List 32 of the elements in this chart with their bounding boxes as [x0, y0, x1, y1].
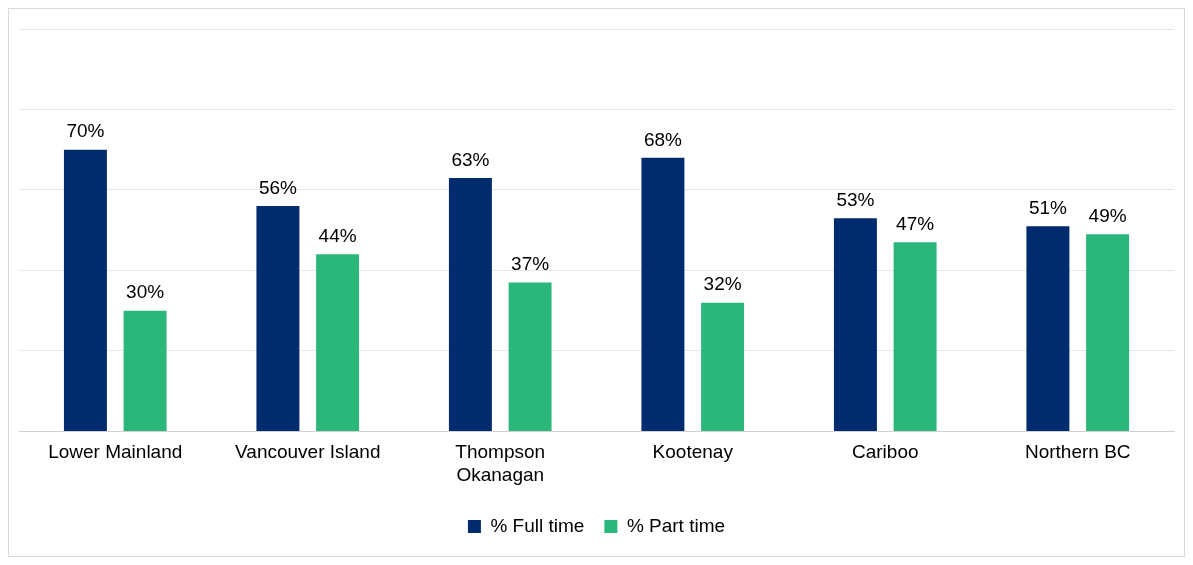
x-tick-label: Lower Mainland	[48, 441, 183, 463]
x-tick-label: Vancouver Island	[235, 441, 381, 463]
bar	[893, 242, 937, 431]
bar	[833, 218, 877, 431]
data-label: 32%	[703, 273, 742, 295]
data-label: 30%	[126, 281, 165, 303]
data-label: 53%	[836, 188, 875, 210]
bar	[508, 282, 552, 431]
x-tick-label: Kootenay	[652, 441, 734, 463]
data-label: 37%	[511, 253, 550, 275]
data-label: 68%	[643, 128, 683, 150]
bar	[123, 310, 167, 431]
data-label: 56%	[258, 176, 298, 198]
x-tick-label: Northern BC	[1024, 441, 1131, 463]
data-label: 63%	[451, 148, 490, 170]
bar	[256, 206, 300, 431]
data-label: 51%	[1028, 196, 1068, 218]
data-label: 47%	[896, 213, 935, 235]
bar	[1086, 234, 1130, 431]
x-tick-label: Thompson Okanagan	[455, 441, 546, 485]
bar	[316, 254, 360, 431]
bar	[448, 177, 492, 431]
x-tick-label: Cariboo	[851, 441, 919, 463]
bar	[63, 149, 107, 431]
data-label: 49%	[1088, 204, 1127, 226]
data-label: 44%	[318, 225, 357, 247]
legend-label: % Part time	[626, 514, 726, 536]
bar	[1026, 226, 1070, 431]
bar	[701, 302, 745, 431]
data-label: 70%	[66, 120, 105, 142]
bar	[641, 157, 685, 431]
legend-label: % Full time	[490, 514, 585, 536]
